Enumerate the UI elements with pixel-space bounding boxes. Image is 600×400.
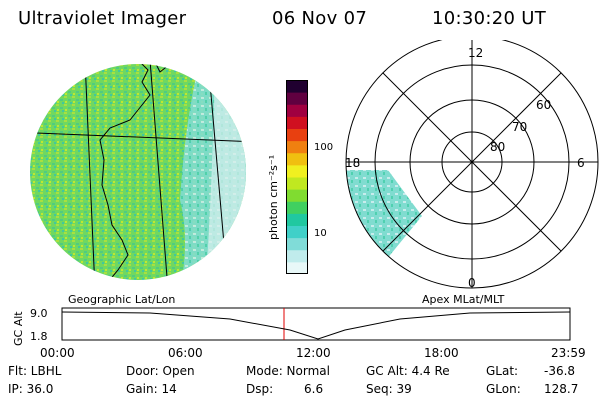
- geographic-image: [30, 64, 246, 280]
- colorbar-segment: [286, 249, 308, 263]
- colorbar-segment: [286, 116, 308, 129]
- mlt-label-18: 18: [345, 156, 361, 170]
- mlt-label-12: 12: [468, 46, 484, 60]
- colorbar-segment: [286, 104, 308, 117]
- filter-info: Flt: LBHL: [8, 364, 62, 378]
- mlat-label-80: 80: [490, 140, 506, 154]
- colorbar-segment: [286, 177, 308, 190]
- altitude-plot: GC Alt: [12, 307, 571, 346]
- colorbar-segment: [286, 261, 308, 274]
- door-info: Door: Open: [126, 364, 195, 378]
- colorbar: [286, 80, 308, 274]
- seq-info: Seq: 39: [366, 382, 412, 396]
- auroral-patch: [346, 170, 422, 260]
- dsp-label: Dsp:: [246, 382, 274, 396]
- colorbar-segment: [286, 152, 308, 166]
- time-tick-1800: 18:00: [424, 346, 459, 360]
- colorbar-segment: [286, 128, 308, 142]
- mlat-label-60: 60: [536, 98, 552, 112]
- glat-value: -36.8: [544, 364, 576, 378]
- mlat-label-70: 70: [512, 120, 528, 134]
- glat-label: GLat:: [486, 364, 519, 378]
- colorbar-segment: [286, 80, 308, 93]
- ip-info: IP: 36.0: [8, 382, 54, 396]
- polar-plot: [345, 40, 599, 289]
- colorbar-segment: [286, 237, 308, 251]
- glon-label: GLon:: [486, 382, 521, 396]
- colorbar-tick-100: 100: [314, 142, 334, 153]
- colorbar-tick-10: 10: [314, 228, 327, 239]
- alt-tick-high: 9.0: [30, 307, 48, 320]
- time-tick-2359: 23:59: [551, 346, 586, 360]
- colorbar-segment: [286, 164, 308, 178]
- colorbar-segment: [286, 213, 308, 226]
- time-tick-0000: 00:00: [40, 346, 75, 360]
- apex-label: Apex MLat/MLT: [422, 293, 505, 306]
- alt-tick-low: 1.8: [30, 330, 48, 343]
- time-tick-0600: 06:00: [168, 346, 203, 360]
- time-label: 10:30:20 UT: [432, 8, 547, 29]
- mlt-label-6: 6: [577, 156, 585, 170]
- svg-text:GC Alt: GC Alt: [12, 311, 25, 346]
- date-label: 06 Nov 07: [272, 8, 368, 29]
- svg-text:photon cm⁻²s⁻¹: photon cm⁻²s⁻¹: [267, 155, 280, 240]
- colorbar-segment: [286, 189, 308, 202]
- gcalt-info: GC Alt: 4.4 Re: [366, 364, 450, 378]
- colorbar-segment: [286, 92, 308, 105]
- glon-value: 128.7: [544, 382, 579, 396]
- mode-info: Mode: Normal: [246, 364, 330, 378]
- gain-info: Gain: 14: [126, 382, 177, 396]
- time-tick-1200: 12:00: [296, 346, 331, 360]
- colorbar-segment: [286, 140, 308, 154]
- colorbar-segment: [286, 201, 308, 214]
- colorbar-label: photon cm⁻²s⁻¹: [267, 155, 280, 240]
- colorbar-segment: [286, 225, 308, 239]
- geographic-label: Geographic Lat/Lon: [68, 293, 176, 306]
- instrument-title: Ultraviolet Imager: [18, 8, 187, 29]
- mlt-label-0: 0: [468, 276, 476, 290]
- dsp-value: 6.6: [304, 382, 324, 396]
